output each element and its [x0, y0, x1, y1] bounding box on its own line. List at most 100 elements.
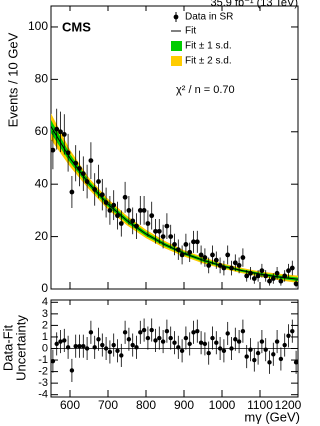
data-point	[69, 189, 75, 195]
data-point	[282, 273, 288, 279]
fit-band	[51, 113, 298, 283]
y-tick-label: 80	[35, 72, 49, 86]
residual-point	[100, 342, 105, 348]
data-point	[289, 265, 295, 271]
data-point	[225, 252, 231, 258]
residual-point	[54, 341, 59, 347]
y-tick-label: -4	[38, 389, 48, 401]
x-tick-label: 1100	[247, 398, 273, 412]
residual-point	[62, 338, 67, 343]
y-tick-label: -1	[38, 354, 48, 366]
residual-point	[233, 337, 238, 342]
residual-point	[65, 345, 71, 350]
residual-point	[115, 348, 120, 354]
legend-label: Data in SR	[185, 12, 233, 23]
residual-point	[221, 348, 227, 354]
data-point	[126, 207, 132, 213]
residual-point	[195, 328, 200, 334]
residual-point	[271, 352, 276, 357]
residual-point	[267, 360, 272, 365]
residual-point	[134, 345, 139, 350]
residual-point	[50, 359, 56, 364]
residual-point	[252, 357, 257, 363]
data-point	[198, 252, 204, 258]
residual-point	[81, 343, 86, 349]
residual-point	[160, 339, 166, 344]
residual-point	[164, 328, 170, 334]
residual-point	[107, 349, 113, 355]
data-point	[267, 278, 272, 284]
data-point	[164, 223, 170, 229]
data-point	[232, 260, 238, 266]
fit-band	[51, 119, 298, 282]
x-tick-label: 900	[174, 398, 194, 412]
residual-point	[149, 327, 154, 333]
y-tick-label: 3	[42, 308, 48, 320]
data-point	[274, 270, 280, 276]
x-axis-label: mγ (GeV)	[244, 409, 300, 424]
data-point	[58, 129, 63, 135]
residual-point	[103, 346, 109, 351]
data-point	[141, 207, 147, 213]
x-tick-label: 800	[136, 398, 156, 412]
x-tick-label: 1000	[209, 398, 236, 412]
data-point	[145, 221, 151, 226]
y-tick-label: 60	[35, 124, 49, 138]
data-point	[210, 252, 215, 258]
data-point	[54, 126, 60, 132]
data-point	[160, 234, 166, 239]
residual-point	[111, 342, 116, 348]
residual-point	[88, 330, 94, 335]
residual-point	[157, 335, 162, 341]
y-tick-label: -3	[38, 377, 48, 389]
data-point	[88, 158, 94, 164]
residual-point	[96, 337, 101, 342]
residual-point	[187, 341, 192, 347]
data-point	[179, 252, 185, 258]
data-point	[293, 281, 299, 287]
legend-symbol	[171, 56, 182, 66]
residual-point	[58, 339, 63, 344]
data-point	[168, 234, 174, 239]
residual-point	[206, 350, 211, 356]
residual-point	[286, 333, 291, 338]
residual-point	[77, 343, 82, 349]
residual-point	[153, 338, 158, 343]
residual-point	[145, 335, 151, 341]
legend-label: Fit ± 2 s.d.	[185, 56, 232, 67]
legend-label: Fit	[185, 26, 196, 37]
cms-label: CMS	[62, 19, 91, 34]
data-point	[137, 207, 143, 213]
data-point	[240, 255, 246, 260]
data-point	[130, 218, 136, 224]
chart: 35.9 fb⁻¹ (13 TeV) CMS χ² / n = 0.70 Eve…	[0, 0, 301, 424]
data-point	[259, 268, 265, 274]
data-point	[107, 207, 113, 213]
residual-point	[263, 347, 268, 352]
residual-point	[198, 340, 204, 345]
y-tick-label: 4	[42, 296, 48, 308]
data-point	[50, 147, 56, 153]
data-point	[229, 265, 234, 271]
data-point	[122, 194, 128, 200]
y-tick-label: 0	[42, 342, 48, 354]
residual-point	[248, 347, 253, 352]
data-point	[115, 213, 120, 219]
residual-point	[278, 356, 284, 362]
data-point	[175, 247, 181, 253]
data-point	[73, 160, 79, 166]
data-point	[96, 179, 101, 184]
data-point	[213, 257, 219, 263]
main-frame	[50, 5, 299, 290]
data-point	[172, 242, 177, 247]
data-point	[149, 213, 155, 219]
x-tick-label: 700	[98, 398, 118, 412]
data-point	[80, 171, 86, 177]
residual-point	[214, 340, 219, 345]
data-point	[270, 276, 276, 281]
residual-point	[168, 335, 173, 341]
residual-point	[130, 342, 135, 348]
y-axis-label: Events / 10 GeV	[5, 32, 20, 127]
residual-point	[141, 327, 147, 333]
data-point	[278, 278, 284, 284]
